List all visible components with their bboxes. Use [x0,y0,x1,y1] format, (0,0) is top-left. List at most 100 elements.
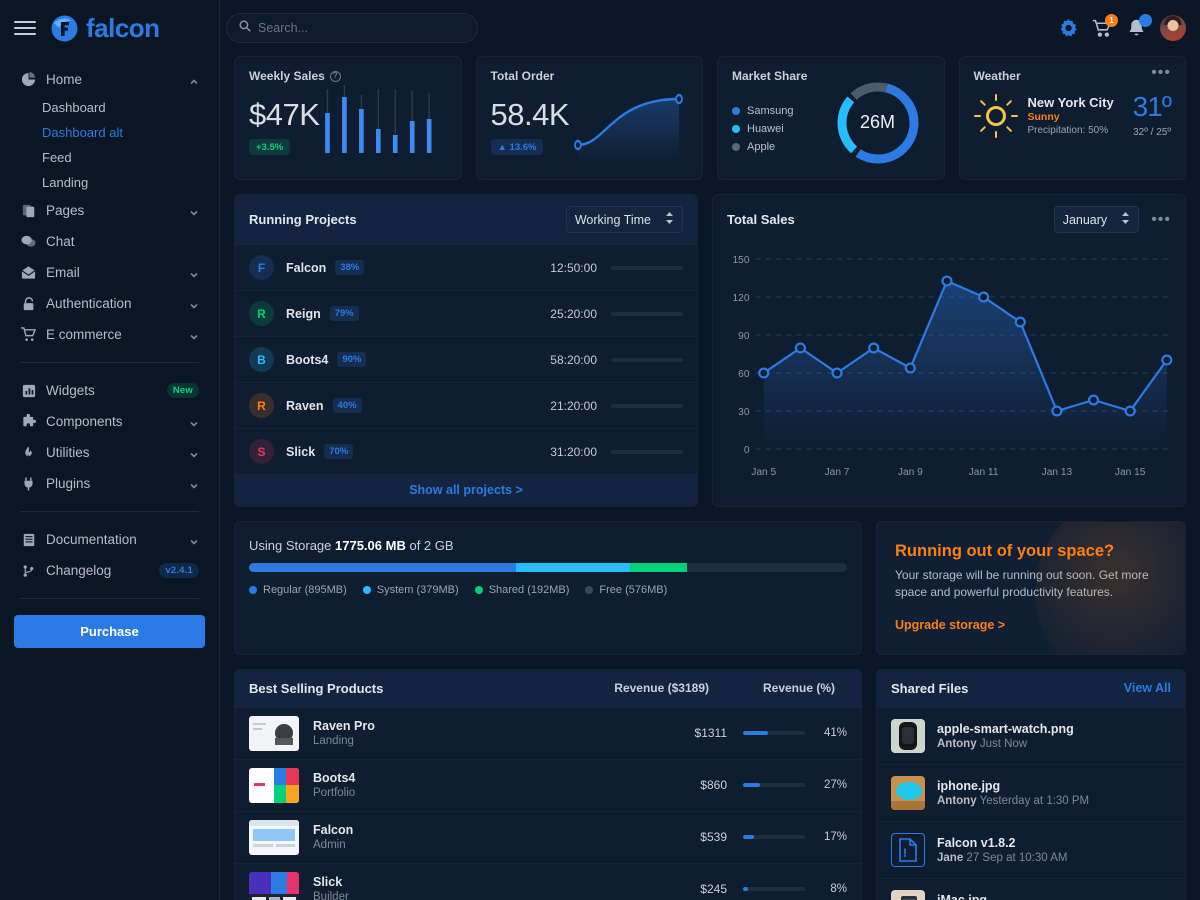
total-sales-card: Total Sales January ••• [712,194,1186,507]
running-projects-card: Running Projects Working Time F Falcon 3… [234,194,698,507]
sidebar-item-home[interactable]: Home [12,64,207,95]
sidebar-item-authentication[interactable]: Authentication [12,288,207,319]
chevron-down-icon[interactable] [189,448,199,458]
file-time: Just Now [979,737,1028,750]
sidebar-subitem-landing[interactable]: Landing [42,175,89,190]
file-name: Falcon v1.8.2 [937,835,1016,850]
sidebar-item-label: Widgets [46,383,95,398]
sidebar-item-components[interactable]: Components [12,406,207,437]
product-revenue: $860 [700,778,727,793]
best-selling-header: Best Selling Products Revenue ($3189) Re… [235,669,861,708]
sidebar-item-email[interactable]: Email [12,257,207,288]
file-meta: Antony Just Now [937,738,1074,750]
sidebar-item-pages[interactable]: Pages [12,195,207,226]
file-user: Antony [937,794,977,807]
file-meta: Antony Yesterday at 1:30 PM [937,795,1089,807]
file-row[interactable]: apple-smart-watch.png Antony Just Now [877,708,1185,765]
sidebar-subitem-dashboard-alt[interactable]: Dashboard alt [42,125,123,140]
sidebar-item-documentation[interactable]: Documentation [12,524,207,555]
file-info: iphone.jpg Antony Yesterday at 1:30 PM [937,779,1089,807]
product-percent: 27% [823,779,847,792]
total-order-value: 58.4K [490,97,570,133]
shared-files-title: Shared Files [891,680,969,696]
chevron-down-icon[interactable] [189,268,199,278]
legend-label: Apple [747,141,776,153]
chevron-up-icon[interactable] [189,75,199,85]
working-time-select[interactable]: Working Time [565,206,683,233]
weather-condition: Sunny [1027,111,1060,123]
ellipsis-icon[interactable]: ••• [1151,210,1171,228]
market-share-center-value: 26M [859,112,895,132]
legend-item: Shared (192MB) [474,584,569,596]
user-avatar[interactable] [1160,15,1186,41]
book-icon [20,531,37,548]
product-row[interactable]: Boots4 Portfolio $860 27% [235,760,861,812]
menu-toggle-icon[interactable] [14,21,36,35]
view-all-link[interactable]: View All [1123,681,1171,696]
product-row[interactable]: Slick Builder $245 8% [235,864,861,900]
sidebar-item-utilities[interactable]: Utilities [12,437,207,468]
product-row[interactable]: Raven Pro Landing $1311 41% [235,708,861,760]
running-projects-header: Running Projects Working Time [235,195,697,245]
weather-range: 32º / 25º [1133,127,1171,138]
sidebar-item-widgets[interactable]: Widgets New [12,375,207,406]
sidebar-item-chat[interactable]: Chat [12,226,207,257]
cart-icon[interactable]: 1 [1092,13,1118,39]
chevron-down-icon[interactable] [189,417,199,427]
project-progress-track [611,449,683,454]
purchase-button[interactable]: Purchase [14,615,205,648]
brand-logo-group[interactable]: falcon [50,13,160,44]
sidebar-item-plugins[interactable]: Plugins [12,468,207,499]
sidebar-subitem-dashboard[interactable]: Dashboard [42,100,106,115]
weather-title: Weather [973,69,1021,83]
legend-label: System (379MB) [376,584,459,596]
product-info: Slick Builder [313,875,349,900]
project-row[interactable]: F Falcon 38% 12:50:00 [235,245,697,291]
legend-item: Huawei [732,123,793,135]
bell-icon[interactable] [1126,13,1152,39]
project-row[interactable]: S Slick 70% 31:20:00 [235,429,697,474]
storage-used: 1775.06 MB [335,538,406,553]
chevron-down-icon[interactable] [189,479,199,489]
project-time: 12:50:00 [550,260,597,275]
sidebar-subitem-feed[interactable]: Feed [42,150,72,165]
product-row[interactable]: Falcon Admin $539 17% [235,812,861,864]
promo-text: Your storage will be running out soon. G… [895,568,1149,600]
project-row[interactable]: R Raven 40% 21:20:00 [235,383,697,429]
cart-badge: 1 [1105,13,1118,27]
document-icon [891,832,925,867]
month-select[interactable]: January [1053,206,1140,233]
file-row[interactable]: iMac.jpg Rowen 23 Sep at 6:10 PM [877,879,1185,900]
project-row[interactable]: R Reign 79% 25:20:00 [235,291,697,337]
weekly-sales-delta: +3.5% [249,139,291,155]
legend-item: Apple [732,141,793,153]
ellipsis-icon[interactable]: ••• [1151,64,1171,81]
plug-icon [20,475,37,492]
pie-chart-icon [20,71,37,88]
sidebar-item-changelog[interactable]: Changelog v2.4.1 [12,555,207,586]
chevron-down-icon[interactable] [189,535,199,545]
sidebar-item-label: E commerce [46,327,122,342]
product-name: Slick [313,875,343,890]
help-circle-icon[interactable]: ? [329,70,341,82]
project-avatar: B [249,347,274,372]
chevron-down-icon[interactable] [189,330,199,340]
project-row[interactable]: B Boots4 90% 58:20:00 [235,337,697,383]
sidebar-subnav-home: Dashboard Dashboard alt Feed Landing [12,95,207,195]
weekly-sales-value: $47K [249,97,320,133]
upgrade-storage-link[interactable]: Upgrade storage > [895,617,1006,632]
show-all-projects-link[interactable]: Show all projects > [235,474,697,506]
product-name: Raven Pro [313,719,375,734]
search-box[interactable] [226,13,478,43]
product-percent: 41% [823,727,847,740]
sidebar-item-ecommerce[interactable]: E commerce [12,319,207,350]
git-icon [20,562,37,579]
chevron-down-icon[interactable] [189,299,199,309]
project-avatar: R [249,393,274,418]
sidebar-item-label: Plugins [46,476,91,491]
file-row[interactable]: Falcon v1.8.2 Jane 27 Sep at 10:30 AM [877,822,1185,879]
gear-icon[interactable] [1058,18,1079,39]
file-row[interactable]: iphone.jpg Antony Yesterday at 1:30 PM [877,765,1185,822]
chevron-down-icon[interactable] [189,206,199,216]
search-input[interactable] [258,21,465,35]
